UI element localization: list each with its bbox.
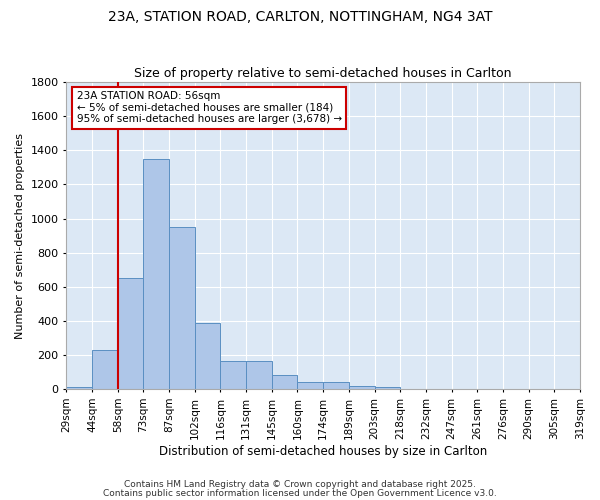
Bar [246, 361, 272, 389]
Text: 23A, STATION ROAD, CARLTON, NOTTINGHAM, NG4 3AT: 23A, STATION ROAD, CARLTON, NOTTINGHAM, … [108, 10, 492, 24]
Bar [323, 382, 349, 389]
Y-axis label: Number of semi-detached properties: Number of semi-detached properties [15, 132, 25, 338]
Text: 23A STATION ROAD: 56sqm
← 5% of semi-detached houses are smaller (184)
95% of se: 23A STATION ROAD: 56sqm ← 5% of semi-det… [77, 92, 342, 124]
Text: Contains public sector information licensed under the Open Government Licence v3: Contains public sector information licen… [103, 488, 497, 498]
Bar [143, 159, 169, 389]
Bar [169, 227, 195, 389]
Title: Size of property relative to semi-detached houses in Carlton: Size of property relative to semi-detach… [134, 66, 512, 80]
Bar [374, 388, 400, 389]
Bar [118, 278, 143, 389]
Bar [272, 374, 298, 389]
X-axis label: Distribution of semi-detached houses by size in Carlton: Distribution of semi-detached houses by … [159, 444, 487, 458]
Bar [298, 382, 323, 389]
Bar [92, 350, 118, 389]
Bar [67, 386, 92, 389]
Bar [195, 322, 220, 389]
Bar [220, 361, 246, 389]
Text: Contains HM Land Registry data © Crown copyright and database right 2025.: Contains HM Land Registry data © Crown c… [124, 480, 476, 489]
Bar [349, 386, 374, 389]
